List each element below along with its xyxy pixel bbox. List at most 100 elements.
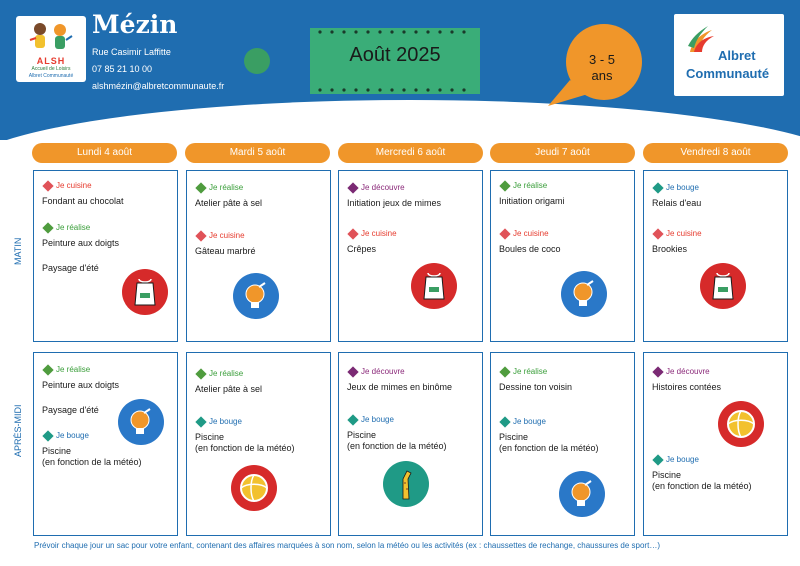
activity-tag: Je cuisine (209, 231, 245, 240)
alsh-logo-line2: Albret Communauté (28, 73, 74, 79)
activity-tag: Je cuisine (666, 229, 702, 238)
activity-extra: Paysage d'été (42, 405, 99, 415)
alsh-logo: ALSH Accueil de Loisirs Albret Communaut… (16, 16, 86, 82)
lightbulb-icon (118, 399, 164, 445)
bouge-diamond-icon (499, 416, 511, 428)
cuisine-diamond-icon (652, 228, 664, 240)
bouge-diamond-icon (652, 182, 664, 194)
decorative-dot (244, 48, 270, 74)
activity-tag: Je bouge (666, 183, 699, 192)
children-illustration-icon (29, 23, 73, 49)
realise-diamond-icon (195, 368, 207, 380)
activity-tag: Je découvre (666, 367, 710, 376)
activity-title: Relais d'eau (652, 198, 702, 208)
apron-icon (411, 263, 457, 309)
bouge-diamond-icon (652, 454, 664, 466)
activity-title: Gâteau marbré (195, 246, 256, 256)
day-tab-thursday: Jeudi 7 août (490, 143, 635, 163)
activity-title: Fondant au chocolat (42, 196, 124, 206)
site-email[interactable]: alshmézin@albretcommunaute.fr (92, 81, 225, 91)
activity: Je réalise Atelier pâte à sel (195, 182, 326, 209)
activity-title: Piscine (en fonction de la météo) (42, 446, 142, 467)
activity: Je bouge Piscine (en fonction de la mété… (195, 416, 326, 454)
age-range-value: 3 - 5 (588, 52, 615, 67)
section-label-morning: MATIN (13, 237, 23, 265)
activity: Je cuisine Gâteau marbré (195, 230, 326, 257)
schedule-cell-wednesday-morning: Je découvre Initiation jeux de mimes Je … (338, 170, 483, 342)
activity: Je cuisine Brookies (652, 228, 783, 255)
realise-diamond-icon (195, 182, 207, 194)
activity-tag: Je cuisine (513, 229, 549, 238)
schedule-cell-thursday-afternoon: Je réalise Dessine ton voisin Je bouge P… (490, 352, 635, 536)
schedule-cell-friday-morning: Je bouge Relais d'eau Je cuisine Brookie… (643, 170, 788, 342)
activity-tag: Je bouge (361, 415, 394, 424)
age-range-unit: ans (591, 68, 613, 83)
schedule-cell-tuesday-morning: Je réalise Atelier pâte à sel Je cuisine… (186, 170, 331, 342)
activity-title: Dessine ton voisin (499, 382, 573, 392)
decouvre-diamond-icon (347, 366, 359, 378)
site-name: Mézin (92, 10, 178, 39)
activity: Je découvre Jeux de mimes en binôme (347, 366, 478, 393)
activity: Je bouge Piscine (en fonction de la mété… (347, 414, 478, 452)
activity-title: Peinture aux doigts (42, 380, 120, 390)
day-tab-tuesday: Mardi 5 août (185, 143, 330, 163)
bouge-diamond-icon (195, 416, 207, 428)
realise-diamond-icon (42, 222, 54, 234)
activity-tag: Je réalise (209, 183, 244, 192)
lightbulb-icon (561, 271, 607, 317)
age-speech-bubble (548, 24, 642, 106)
schedule-cell-thursday-morning: Je réalise Initiation origami Je cuisine… (490, 170, 635, 342)
activity-extra: Paysage d'été (42, 263, 99, 273)
activity-tag: Je bouge (666, 455, 699, 464)
activity-tag: Je réalise (513, 181, 548, 190)
activity-tag: Je bouge (513, 417, 546, 426)
albret-logo-line1: Albret (718, 48, 756, 63)
activity: Je bouge Piscine (en fonction de la mété… (652, 454, 783, 492)
activity-title: Initiation origami (499, 196, 565, 206)
section-label-afternoon: APRÈS-MIDI (13, 404, 23, 457)
activity-tag: Je bouge (209, 417, 242, 426)
day-tab-wednesday: Mercredi 6 août (338, 143, 483, 163)
realise-diamond-icon (499, 366, 511, 378)
activity: Je découvre Initiation jeux de mimes (347, 182, 478, 209)
activity: Je bouge Relais d'eau (652, 182, 783, 209)
lightbulb-icon (559, 471, 605, 517)
activity-tag: Je découvre (361, 183, 405, 192)
activity-tag: Je découvre (361, 367, 405, 376)
decouvre-diamond-icon (347, 182, 359, 194)
activity-title: Initiation jeux de mimes (347, 198, 442, 208)
month-title: Août 2025 (349, 44, 441, 66)
day-tab-friday: Vendredi 8 août (643, 143, 788, 163)
activity-tag: Je bouge (56, 431, 89, 440)
activity-title: Atelier pâte à sel (195, 198, 263, 208)
activity: Je cuisine Fondant au chocolat (42, 180, 173, 207)
activity-title: Atelier pâte à sel (195, 384, 263, 394)
header-curve (0, 100, 800, 140)
ball-icon (718, 401, 764, 447)
activity: Je réalise Atelier pâte à sel (195, 368, 326, 395)
giraffe-icon (383, 461, 429, 507)
activity-title: Piscine (en fonction de la météo) (652, 470, 752, 491)
activity: Je cuisine Boules de coco (499, 228, 630, 255)
activity-title: Piscine (en fonction de la météo) (347, 430, 447, 451)
albret-flame-icon (688, 26, 714, 52)
activity-tag: Je réalise (56, 223, 91, 232)
activity: Je réalise Initiation origami (499, 180, 630, 207)
activity-title: Crêpes (347, 244, 377, 254)
realise-diamond-icon (499, 180, 511, 192)
activity: Je bouge Piscine (en fonction de la mété… (42, 430, 142, 468)
activity-title: Boules de coco (499, 244, 561, 254)
activity-tag: Je réalise (513, 367, 548, 376)
lightbulb-icon (233, 273, 279, 319)
albret-logo-line2: Communauté (686, 66, 770, 81)
activity: Je réalise Dessine ton voisin (499, 366, 630, 393)
activity: Je bouge Piscine (en fonction de la mété… (499, 416, 630, 454)
header-banner (0, 0, 800, 140)
activity-tag: Je cuisine (56, 181, 92, 190)
schedule-cell-monday-morning: Je cuisine Fondant au chocolat Je réalis… (33, 170, 178, 342)
ball-icon (231, 465, 277, 511)
activity-title: Jeux de mimes en binôme (347, 382, 453, 392)
footnote: Prévoir chaque jour un sac pour votre en… (34, 541, 660, 550)
cuisine-diamond-icon (195, 230, 207, 242)
schedule-cell-wednesday-afternoon: Je découvre Jeux de mimes en binôme Je b… (338, 352, 483, 536)
